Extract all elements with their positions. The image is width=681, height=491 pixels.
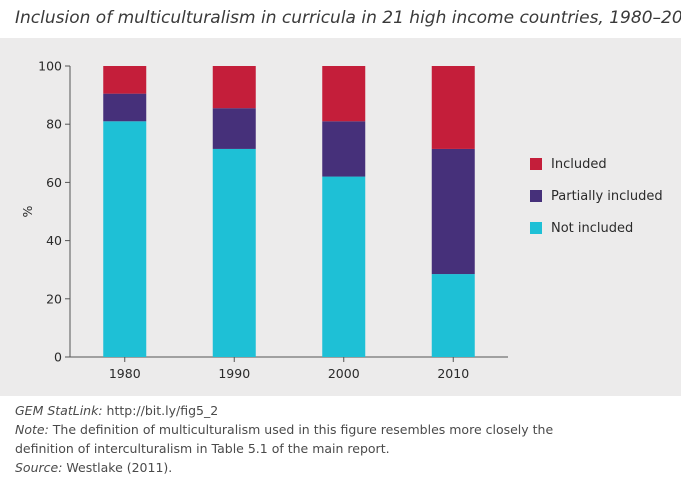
bar-partially-included-1990 bbox=[212, 108, 256, 149]
source-label: Source: bbox=[15, 460, 63, 475]
bar-not-included-1990 bbox=[212, 148, 256, 357]
legend-item-not-included: Not included bbox=[530, 212, 663, 244]
source-text: Westlake (2011). bbox=[66, 460, 173, 475]
y-tick-label: 100 bbox=[38, 59, 62, 74]
bar-partially-included-2010 bbox=[431, 148, 475, 275]
x-tick-label: 2000 bbox=[328, 366, 360, 381]
statlink-label: GEM StatLink: bbox=[15, 403, 103, 418]
note-text-1: The definition of multiculturalism used … bbox=[52, 422, 554, 437]
legend-swatch-partially-included bbox=[530, 190, 542, 202]
statlink-line: GEM StatLink: http://bit.ly/fig5_2 bbox=[15, 401, 553, 420]
y-tick-label: 0 bbox=[54, 350, 62, 365]
bar-partially-included-1980 bbox=[103, 93, 147, 122]
bar-included-2010 bbox=[431, 66, 475, 149]
bar-included-1990 bbox=[212, 66, 256, 109]
chart-notes: GEM StatLink: http://bit.ly/fig5_2 Note:… bbox=[15, 401, 553, 477]
legend-swatch-not-included bbox=[530, 222, 542, 234]
x-tick-label: 2010 bbox=[437, 366, 469, 381]
statlink-url[interactable]: http://bit.ly/fig5_2 bbox=[106, 403, 219, 418]
chart-plot: 0 20 40 60 80 100% 1980 1990 2000 2010 bbox=[20, 59, 508, 381]
legend-label-not-included: Not included bbox=[551, 220, 634, 236]
legend-label-included: Included bbox=[551, 156, 607, 172]
note-label: Note: bbox=[15, 422, 49, 437]
y-tick-label: 60 bbox=[46, 175, 62, 190]
x-tick-label: 1990 bbox=[218, 366, 250, 381]
note-line-1: Note: The definition of multiculturalism… bbox=[15, 420, 553, 439]
bar-not-included-2010 bbox=[431, 274, 475, 357]
y-tick-label: 40 bbox=[46, 233, 62, 248]
bar-not-included-2000 bbox=[322, 176, 366, 357]
bar-included-1980 bbox=[103, 66, 147, 94]
y-tick-label: 20 bbox=[46, 291, 62, 306]
y-tick-label: 80 bbox=[46, 117, 62, 132]
y-axis-label: % bbox=[20, 205, 35, 217]
legend-swatch-included bbox=[530, 158, 542, 170]
note-line-2: definition of interculturalism in Table … bbox=[15, 441, 390, 456]
legend: Included Partially included Not included bbox=[530, 148, 663, 244]
chart-title: Inclusion of multiculturalism in curricu… bbox=[15, 8, 681, 28]
legend-item-included: Included bbox=[530, 148, 663, 180]
source-line: Source: Westlake (2011). bbox=[15, 458, 553, 477]
bar-included-2000 bbox=[322, 66, 366, 122]
legend-item-partially-included: Partially included bbox=[530, 180, 663, 212]
bar-partially-included-2000 bbox=[322, 121, 366, 177]
x-tick-label: 1980 bbox=[109, 366, 141, 381]
legend-label-partially-included: Partially included bbox=[551, 188, 663, 204]
bar-not-included-1980 bbox=[103, 121, 147, 357]
